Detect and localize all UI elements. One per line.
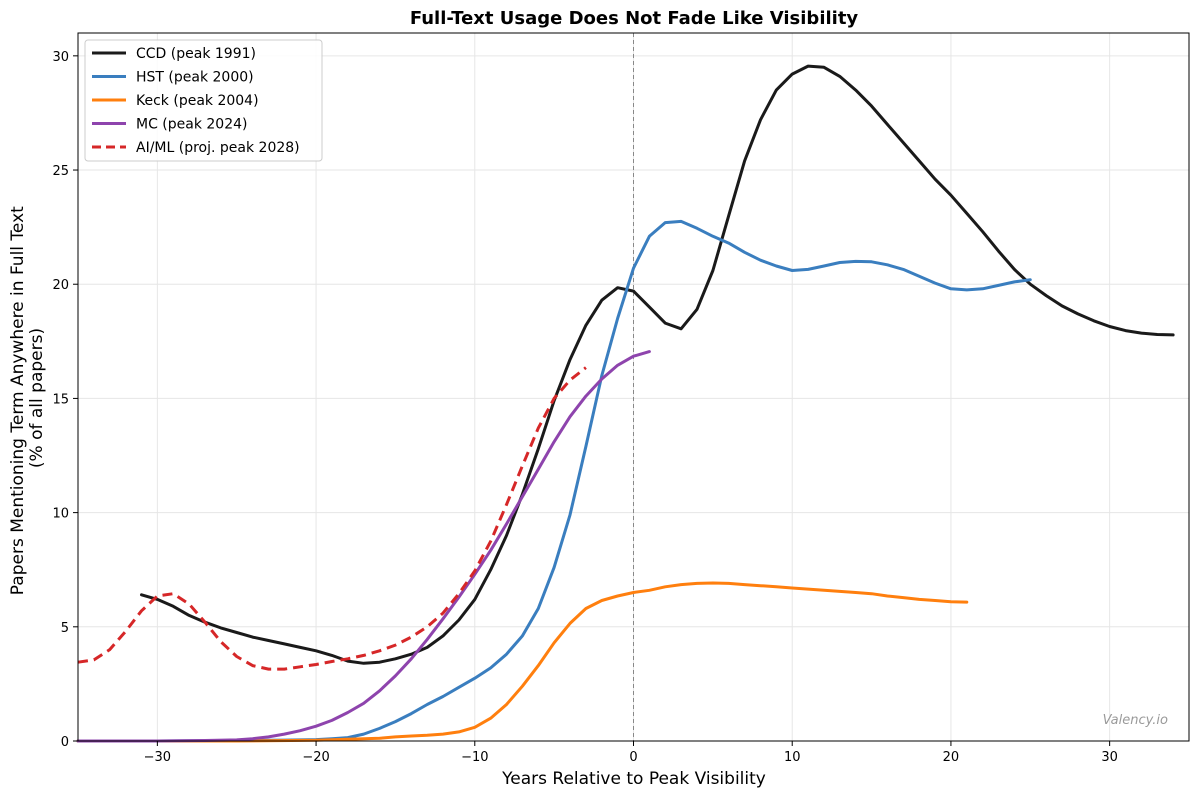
y-tick-label: 0 — [61, 735, 69, 750]
y-tick-label: 25 — [52, 164, 69, 179]
x-tick-label: 30 — [1101, 750, 1118, 765]
x-tick-label: −30 — [144, 750, 171, 765]
y-axis-title-line-1: Papers Mentioning Term Anywhere in Full … — [8, 206, 28, 595]
y-tick-label: 10 — [52, 507, 69, 522]
x-axis-title: Years Relative to Peak Visibility — [501, 769, 766, 789]
x-tick-label: −10 — [461, 750, 488, 765]
legend-label-0: CCD (peak 1991) — [136, 46, 256, 62]
y-axis-title: Papers Mentioning Term Anywhere in Full … — [8, 201, 47, 595]
x-tick-label: 20 — [943, 750, 960, 765]
chart-title: Full-Text Usage Does Not Fade Like Visib… — [410, 8, 859, 29]
y-tick-label: 5 — [61, 621, 69, 636]
watermark: Valency.io — [1103, 713, 1168, 728]
legend-label-1: HST (peak 2000) — [136, 70, 254, 86]
x-tick-label: 0 — [629, 750, 637, 765]
y-axis-ticks: 0 5 10 15 20 25 30 — [52, 50, 78, 750]
x-tick-label: −20 — [302, 750, 329, 765]
y-tick-label: 15 — [52, 392, 69, 407]
series-lines — [76, 64, 1175, 743]
series-line-0 — [140, 64, 1175, 665]
series-line-2 — [76, 581, 969, 743]
legend: CCD (peak 1991) HST (peak 2000) Keck (peak… — [84, 39, 323, 162]
y-tick-label: 30 — [52, 50, 69, 65]
series-line-3 — [76, 350, 651, 743]
legend-box — [84, 39, 323, 162]
x-tick-label: 10 — [784, 750, 801, 765]
series-line-4 — [77, 366, 587, 671]
y-axis-title-line-2: (% of all papers) — [27, 328, 47, 468]
y-tick-label: 20 — [52, 278, 69, 293]
legend-label-2: Keck (peak 2004) — [136, 93, 259, 109]
series-line-1 — [76, 219, 1032, 743]
legend-label-3: MC (peak 2024) — [136, 117, 248, 133]
legend-label-4: AI/ML (proj. peak 2028) — [136, 140, 300, 156]
x-axis-ticks: −30 −20 −10 0 10 20 30 — [144, 741, 1118, 765]
